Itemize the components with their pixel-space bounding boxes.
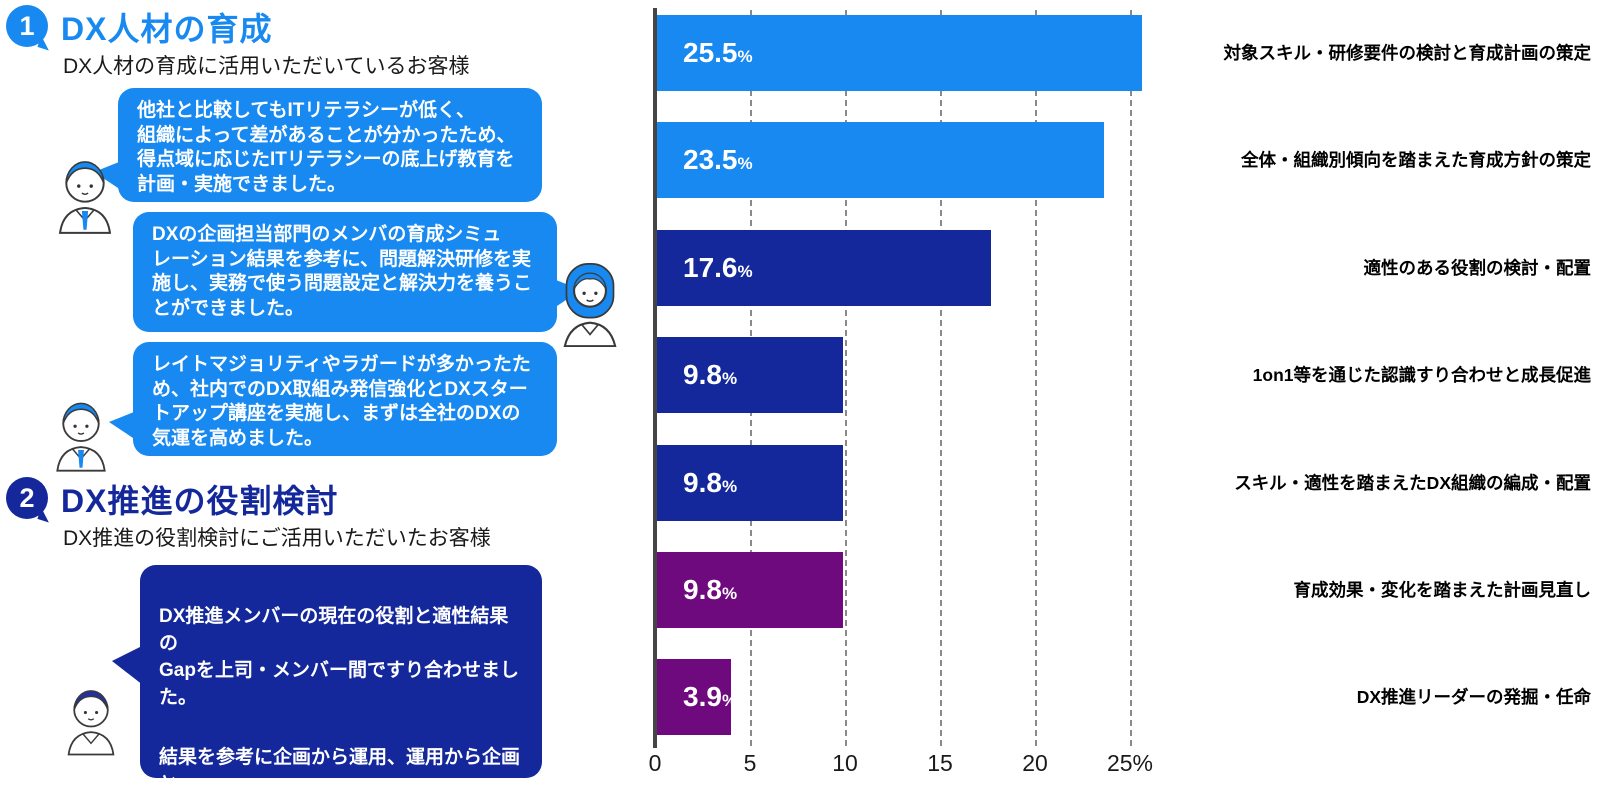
x-axis-tick-label: 5 — [743, 750, 757, 776]
bar-category-label: 対象スキル・研修要件の検討と育成計画の策定 — [1223, 43, 1592, 63]
bar: 9.8% — [657, 552, 844, 628]
bar-value-label: 9.8% — [683, 574, 738, 605]
x-axis-tick-label: 20 — [1022, 750, 1048, 776]
bar-value-label: 9.8% — [683, 466, 738, 498]
businesswoman-avatar-icon — [563, 263, 617, 347]
bar-category-label: スキル・適性を踏まえたDX組織の編成・配置 — [1234, 472, 1591, 493]
x-gridline — [845, 10, 847, 746]
bar-value-label: 25.5% — [683, 37, 753, 68]
bar-category-label: 適性のある役割の検討・配置 — [1363, 257, 1592, 278]
x-gridline — [1035, 10, 1037, 746]
bar-value-label: 17.6% — [683, 251, 753, 283]
section-2-subtitle: DX推進の役割検討にご活用いただいたお客様 — [63, 527, 491, 550]
bar-category-label: 育成効果・変化を踏まえた計画見直し — [1293, 580, 1592, 600]
quote-paragraph-1: DX推進メンバーの現在の役割と適性結果の Gapを上司・メンバー間ですり合わせま… — [159, 606, 519, 708]
x-gridline — [940, 10, 942, 746]
bar: 9.8% — [657, 337, 844, 414]
x-axis-tick-label: 0 — [648, 750, 662, 776]
section-1-number-badge: 1 — [6, 5, 48, 47]
bar-value-label: 9.8% — [683, 359, 738, 391]
customer-quote-bubble-2: DXの企画担当部門のメンバの育成シミュ レーション結果を参考に、問題解決研修を実… — [133, 212, 581, 332]
bar: 3.9% — [657, 659, 737, 736]
y-axis-line — [653, 8, 657, 748]
section-1-number: 1 — [19, 10, 35, 41]
customer-quote-bubble-3: レイトマジョリティやラガードが多かったた め、社内でのDX取組み発信強化とDXス… — [109, 342, 557, 456]
bar-category-label: DX推進リーダーの発掘・任命 — [1356, 687, 1591, 708]
section-2-number-badge: 2 — [6, 477, 48, 519]
x-axis-tick-label: 15 — [927, 750, 953, 776]
bar: 23.5% — [657, 122, 1104, 199]
section-2-title: DX推進の役割検討 — [61, 483, 339, 519]
bar-category-label: 1on1等を通じた認識すり合わせと成長促進 — [1252, 365, 1591, 386]
section-1-title: DX人材の育成 — [61, 11, 273, 47]
customer-quote-bubble-1: 他社と比較してもITリテラシーが低く、 組織によって差があることが分かったため、… — [94, 88, 542, 202]
bar-category-label: 全体・組織別傾向を踏まえた育成方針の策定 — [1241, 150, 1591, 171]
customer-quote-bubble-4: DX推進メンバーの現在の役割と適性結果の Gapを上司・メンバー間ですり合わせま… — [112, 565, 542, 790]
section-1-subtitle: DX人材の育成に活用いただいているお客様 — [63, 55, 470, 78]
businessman-avatar-icon — [56, 402, 106, 472]
businessman-avatar-icon — [58, 161, 112, 234]
bar: 25.5% — [657, 15, 1142, 91]
bar-value-label: 3.9% — [683, 681, 738, 713]
x-axis-tick-label: 25% — [1106, 750, 1154, 776]
bar-value-label: 23.5% — [683, 144, 753, 176]
bar: 17.6% — [657, 229, 992, 306]
bar: 9.8% — [657, 444, 844, 521]
x-axis-tick-label: 10 — [832, 750, 858, 776]
businessman-avatar-icon — [67, 690, 115, 756]
x-gridline — [1130, 10, 1132, 746]
section-2-number: 2 — [19, 482, 35, 513]
quote-paragraph-2: 結果を参考に企画から運用、運用から企画と いった役割の変更のほか、本人の意志も考… — [159, 747, 521, 790]
